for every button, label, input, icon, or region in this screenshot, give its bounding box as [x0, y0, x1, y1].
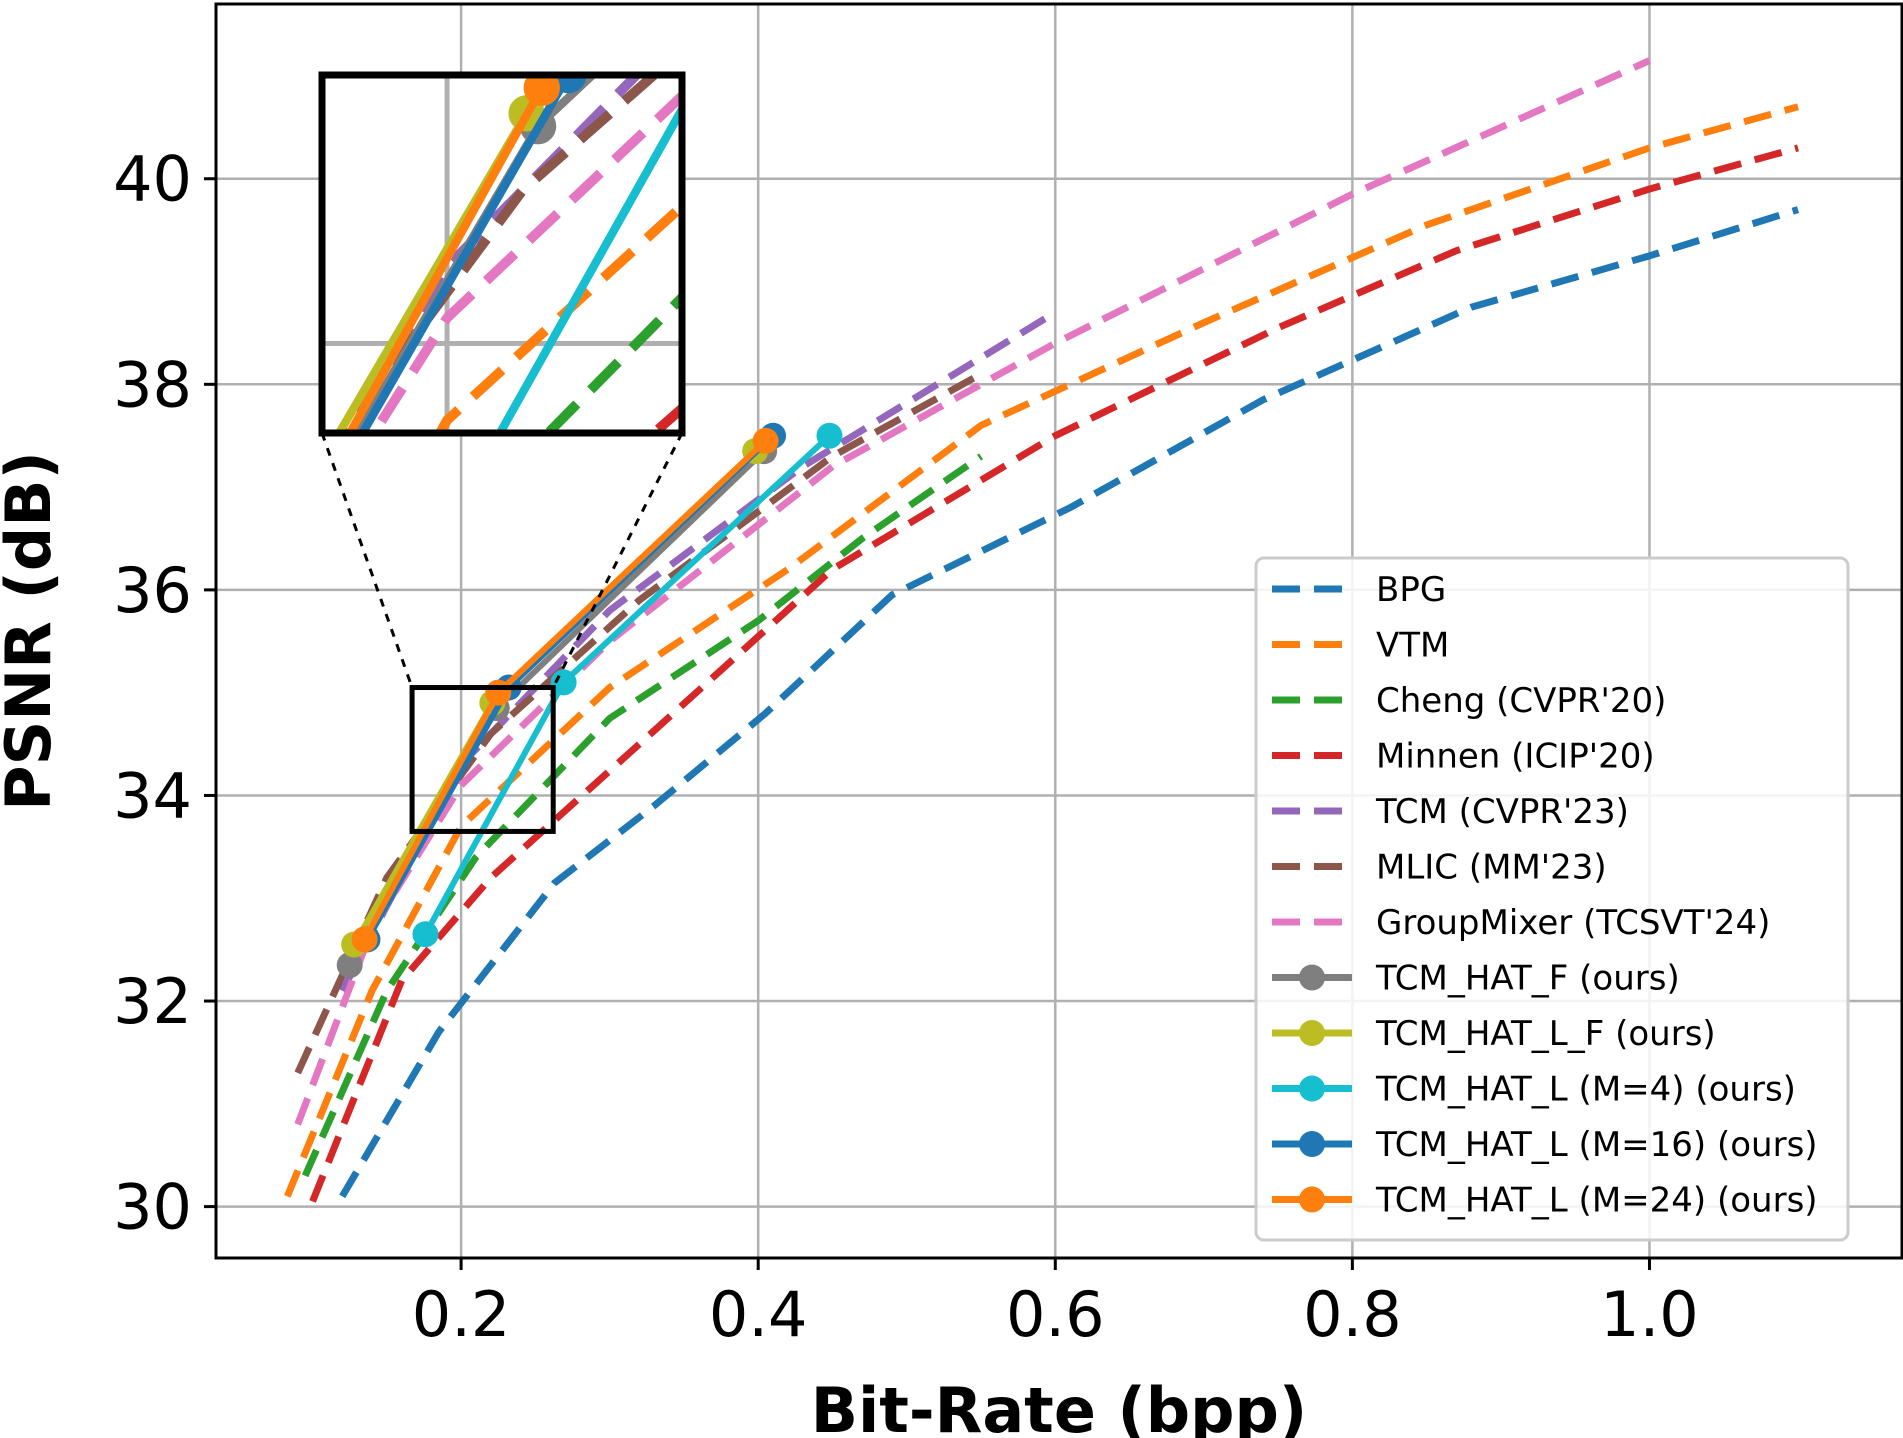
- legend: BPG VTM Cheng (CVPR'20) Minnen (ICIP'20) TCM…: [1254, 556, 1850, 1242]
- legend-item-tcm-cvpr-23: TCM (CVPR'23): [1272, 792, 1629, 832]
- legend-item-tcm-hat-l-m-16-ours: TCM_HAT_L (M=16) (ours): [1272, 1125, 1818, 1165]
- legend-item-vtm: VTM: [1272, 626, 1449, 666]
- legend-item-tcm-hat-l-m-4-ours: TCM_HAT_L (M=4) (ours): [1272, 1070, 1796, 1110]
- inset-marker-tcm-hat-l-m-4-ours-1: [690, 44, 726, 80]
- legend-item-tcm-hat-l-m-24-ours: TCM_HAT_L (M=24) (ours): [1272, 1181, 1818, 1221]
- legend-label-bpg: BPG: [1376, 570, 1446, 610]
- legend-marker-tcm-hat-l-m-4-ours: [1299, 1075, 1325, 1102]
- series-tcm-hat-l-m-4-ours: [422, 433, 832, 936]
- legend-label-tcm-hat-l-m-16-ours: TCM_HAT_L (M=16) (ours): [1375, 1125, 1818, 1165]
- inset-marker-tcm-hat-l-m-4-ours-0: [338, 671, 374, 707]
- marker-tcm-hat-l-m-24-ours-0: [351, 926, 378, 953]
- series-layer: [284, 57, 1800, 1203]
- y-tick-label-3: 36: [113, 554, 192, 627]
- y-tick-label-5: 40: [113, 143, 192, 216]
- axes: 0.2 0.4 0.6 0.8 1.0 30 32 34 36 38 40 Bit-Rate (bpp…: [0, 143, 1699, 1438]
- legend-marker-tcm-hat-l-m-16-ours: [1299, 1131, 1325, 1157]
- x-tick-label-3: 0.8: [1303, 1278, 1402, 1351]
- x-tick-label-2: 0.6: [1006, 1278, 1105, 1351]
- legend-label-tcm-hat-l-f-ours: TCM_HAT_L_F (ours): [1375, 1014, 1716, 1054]
- legend-label-tcm-hat-l-m-24-ours: TCM_HAT_L (M=24) (ours): [1375, 1181, 1818, 1221]
- legend-label-vtm: VTM: [1376, 626, 1449, 666]
- legend-label-cheng-cvpr-20: Cheng (CVPR'20): [1376, 681, 1666, 721]
- legend-item-cheng-cvpr-20: Cheng (CVPR'20): [1272, 681, 1666, 721]
- series-vtm: [284, 103, 1799, 1198]
- y-tick-label-2: 34: [113, 759, 192, 832]
- zoom-inset: [156, 44, 726, 834]
- legend-marker-tcm-hat-f-ours: [1299, 964, 1325, 991]
- x-tick-label-1: 0.4: [709, 1278, 808, 1351]
- series-minnen-icip-20: [309, 144, 1799, 1203]
- x-axis-title: Bit-Rate (bpp): [811, 1374, 1308, 1438]
- series-bpg: [339, 206, 1800, 1199]
- zoom-region-box: [409, 685, 556, 834]
- legend-label-minnen-icip-20: Minnen (ICIP'20): [1376, 737, 1655, 777]
- legend-label-tcm-hat-f-ours: TCM_HAT_F (ours): [1375, 959, 1680, 999]
- plot-frame: [214, 2, 1903, 1260]
- marker-tcm-hat-l-m-24-ours-2: [752, 427, 779, 454]
- x-tick-label-4: 1.0: [1600, 1278, 1699, 1351]
- legend-label-groupmixer-tcsvt-24: GroupMixer (TCSVT'24): [1376, 903, 1770, 943]
- legend-marker-tcm-hat-l-m-24-ours: [1299, 1186, 1325, 1213]
- inset-marker-tcm-hat-l-f-ours-0: [156, 696, 192, 732]
- legend-label-tcm-hat-l-m-4-ours: TCM_HAT_L (M=4) (ours): [1375, 1070, 1796, 1110]
- inset-marker-tcm-hat-l-m-24-ours-1: [523, 75, 560, 106]
- marker-tcm-hat-l-m-4-ours-0: [412, 921, 439, 948]
- marker-tcm-hat-l-m-4-ours-2: [816, 422, 843, 449]
- x-tick-label-0: 0.2: [412, 1278, 511, 1351]
- y-tick-label-1: 32: [113, 965, 192, 1038]
- legend-item-tcm-hat-f-ours: TCM_HAT_F (ours): [1272, 959, 1680, 999]
- inset-marker-tcm-hat-l-m-16-ours-0: [190, 683, 226, 719]
- y-tick-label-0: 30: [113, 1171, 192, 1244]
- inset-content: [156, 44, 726, 732]
- legend-item-minnen-icip-20: Minnen (ICIP'20): [1272, 737, 1655, 777]
- inset-frame: [318, 71, 686, 437]
- legend-marker-tcm-hat-l-f-ours: [1299, 1020, 1325, 1046]
- series-cheng-cvpr-20: [301, 453, 984, 1178]
- legend-label-tcm-cvpr-23: TCM (CVPR'23): [1375, 792, 1629, 832]
- inset-connector-left: [320, 432, 414, 689]
- legend-item-bpg: BPG: [1272, 570, 1446, 610]
- inset-marker-tcm-hat-l-m-24-ours-0: [183, 683, 219, 719]
- y-tick-label-4: 38: [113, 348, 192, 421]
- legend-label-mlic-mm-23: MLIC (MM'23): [1376, 848, 1607, 888]
- marker-tcm-hat-f-ours-0: [336, 952, 363, 979]
- legend-box: [1254, 556, 1850, 1242]
- marker-tcm-hat-l-m-24-ours-1: [485, 679, 512, 706]
- y-axis-title: PSNR (dB): [0, 451, 65, 811]
- legend-item-mlic-mm-23: MLIC (MM'23): [1272, 848, 1607, 888]
- marker-tcm-hat-l-m-4-ours-1: [550, 669, 577, 696]
- legend-item-tcm-hat-l-f-ours: TCM_HAT_L_F (ours): [1272, 1014, 1716, 1054]
- legend-item-groupmixer-tcsvt-24: GroupMixer (TCSVT'24): [1272, 903, 1770, 943]
